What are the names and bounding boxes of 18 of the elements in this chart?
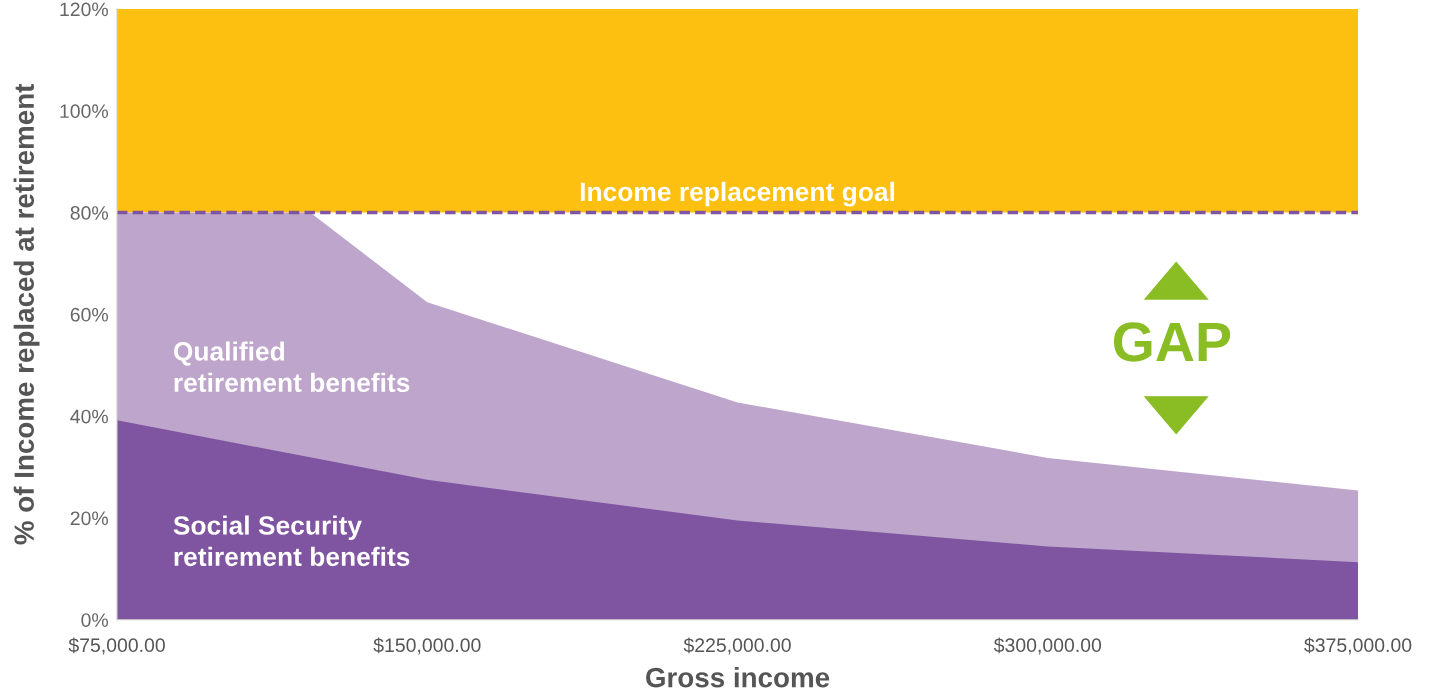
x-tick-label: $150,000.00: [373, 637, 481, 655]
x-axis-title: Gross income: [646, 667, 830, 688]
y-tick-label: 100%: [60, 104, 108, 119]
y-tick-label: 120%: [60, 2, 108, 17]
x-tick-label: $75,000.00: [68, 637, 165, 655]
y-tick-label: 80%: [70, 206, 108, 220]
y-tick-label: 60%: [70, 307, 108, 322]
x-tick-label: $375,000.00: [1304, 637, 1412, 655]
band-label: Income replacement goal: [580, 181, 895, 207]
y-axis-title: % of Income replaced at retirement: [13, 83, 40, 545]
annotation: GAP: [1113, 322, 1231, 362]
annotation: Qualified retirement benefits: [173, 341, 410, 393]
y-tick-label: 0%: [81, 613, 108, 627]
x-tick-label: $300,000.00: [993, 637, 1102, 655]
annotation: Social Security retirement benefits: [173, 515, 410, 567]
y-tick-label: 20%: [70, 511, 108, 526]
y-tick-label: 40%: [70, 409, 108, 424]
x-tick-label: $225,000.00: [683, 637, 791, 655]
